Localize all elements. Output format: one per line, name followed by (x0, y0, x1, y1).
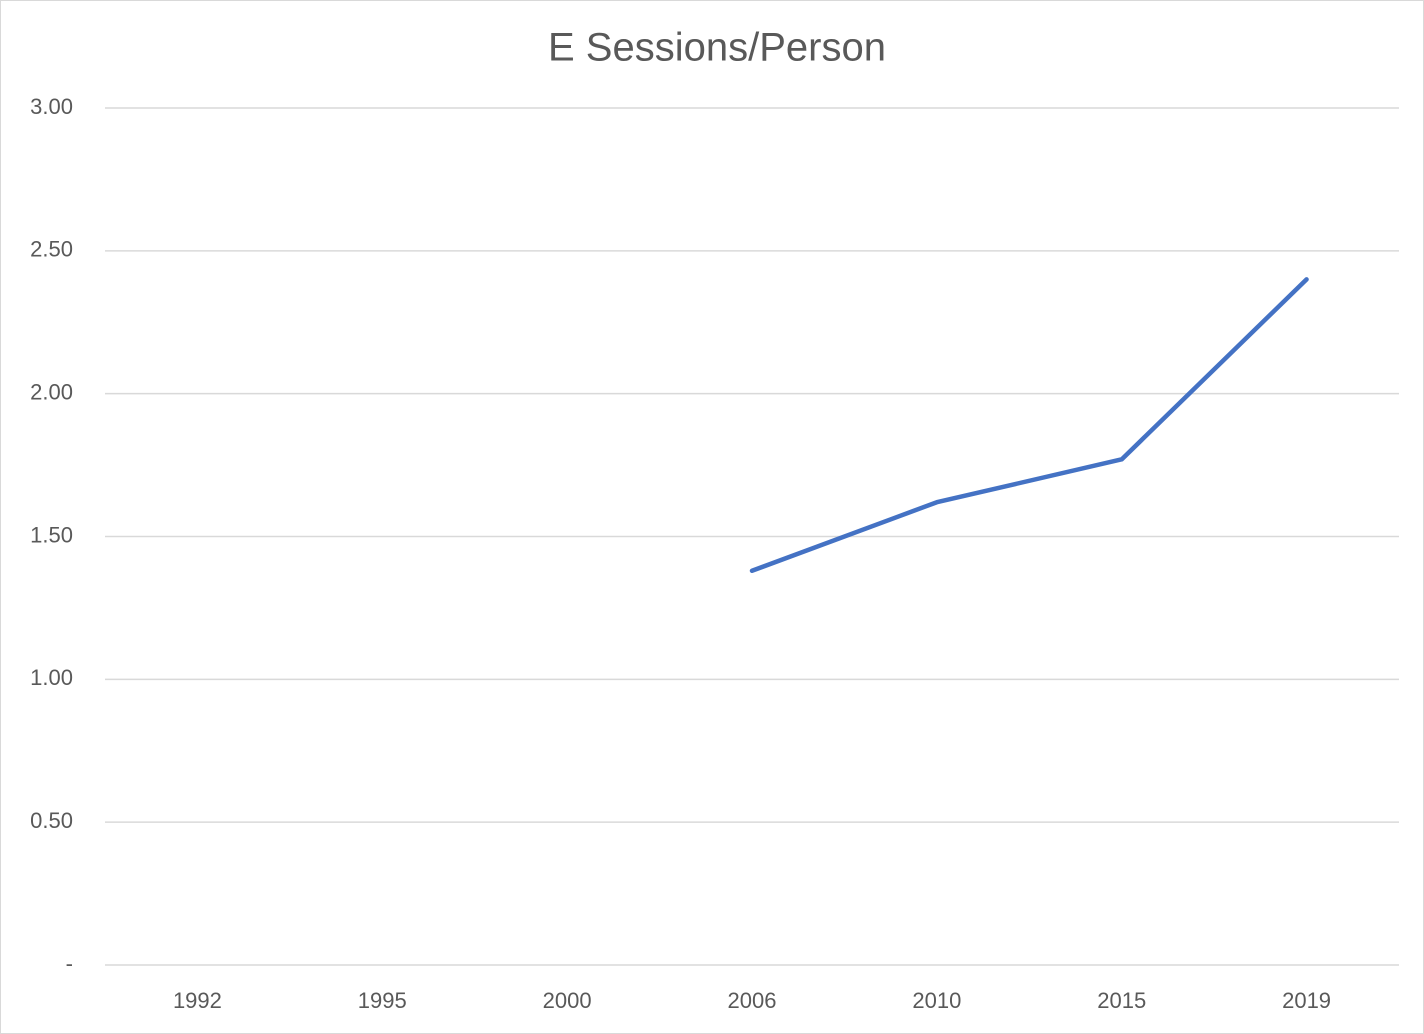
x-tick-label: 1992 (173, 988, 222, 1013)
y-tick-label: 1.50 (30, 522, 73, 547)
y-tick-label: - (66, 951, 73, 976)
y-tick-label: 1.00 (30, 665, 73, 690)
x-tick-label: 2010 (912, 988, 961, 1013)
y-tick-label: 3.00 (30, 94, 73, 119)
data-line (749, 277, 1309, 574)
x-tick-label: 2015 (1097, 988, 1146, 1013)
chart-title: E Sessions/Person (548, 26, 886, 70)
y-tick-label: 2.50 (30, 237, 73, 262)
y-tick-label: 2.00 (30, 379, 73, 404)
x-tick-label: 1995 (358, 988, 407, 1013)
y-tick-label: 0.50 (30, 808, 73, 833)
x-tick-label: 2000 (543, 988, 592, 1013)
x-tick-label: 2019 (1282, 988, 1331, 1013)
x-tick-label: 2006 (728, 988, 777, 1013)
